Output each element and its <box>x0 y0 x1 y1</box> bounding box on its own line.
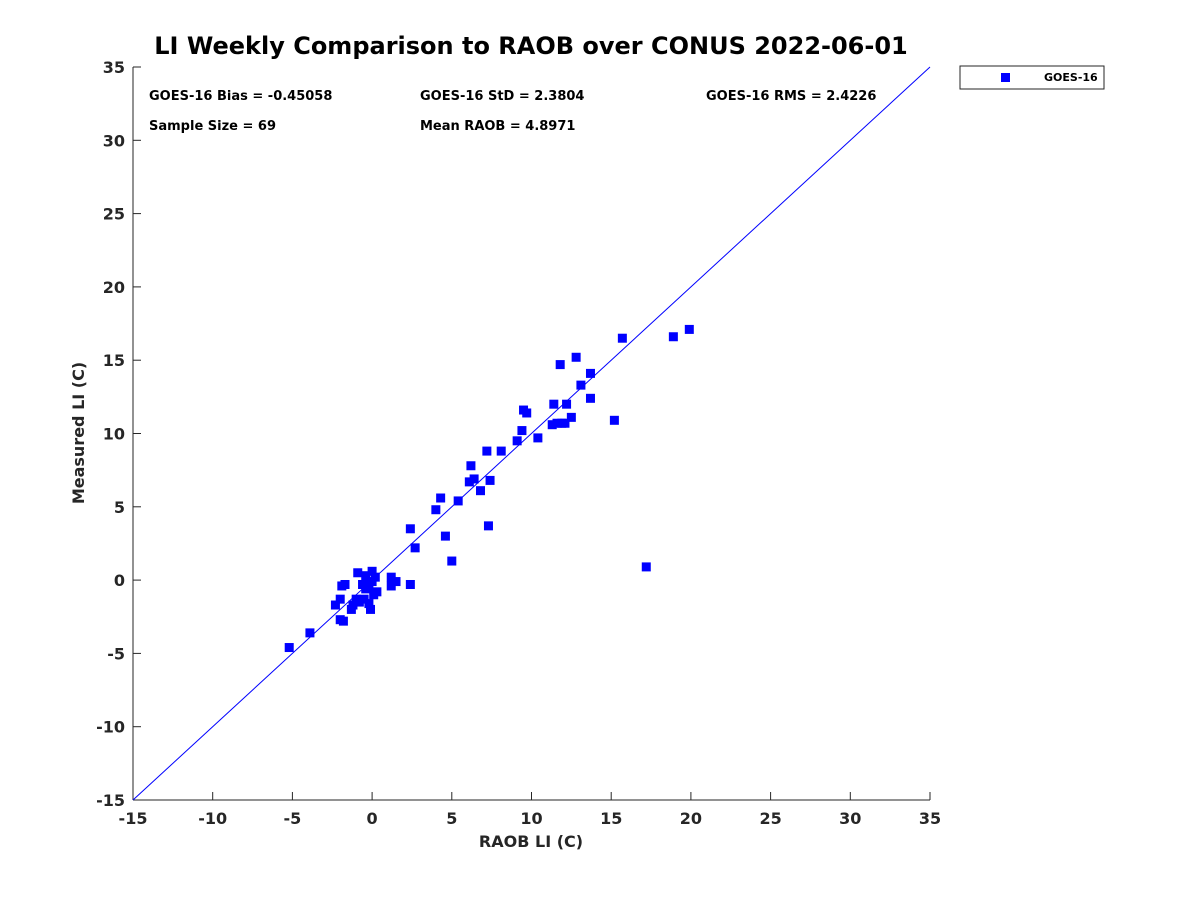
data-point <box>576 380 586 390</box>
data-point <box>555 360 565 370</box>
data-point <box>464 477 474 487</box>
data-point <box>466 461 476 471</box>
data-point <box>552 418 562 428</box>
y-tick-label: 5 <box>114 498 125 517</box>
data-point <box>560 418 570 428</box>
data-point <box>562 399 572 409</box>
y-tick-label: -10 <box>96 718 125 737</box>
data-point <box>517 426 527 436</box>
y-tick-label: 0 <box>114 571 125 590</box>
data-point <box>496 446 506 456</box>
x-tick-label: -15 <box>119 809 148 828</box>
data-point <box>348 600 358 610</box>
data-point <box>617 333 627 343</box>
data-point <box>436 493 446 503</box>
x-tick-label: 30 <box>839 809 861 828</box>
data-point <box>364 599 374 609</box>
x-tick-label: 0 <box>367 809 378 828</box>
data-point <box>410 543 420 553</box>
stat-sample-size: Sample Size = 69 <box>149 119 276 134</box>
data-point <box>641 562 651 572</box>
data-point <box>284 643 294 653</box>
data-point <box>585 368 595 378</box>
data-point <box>405 524 415 534</box>
x-tick-label: -10 <box>198 809 227 828</box>
y-tick-label: -5 <box>107 644 125 663</box>
y-tick-label: 15 <box>103 351 125 370</box>
legend-box <box>959 65 1105 90</box>
x-tick-label: 15 <box>600 809 622 828</box>
data-point <box>475 486 485 496</box>
data-point <box>609 415 619 425</box>
y-tick-label: 30 <box>103 131 125 150</box>
data-point <box>386 581 396 591</box>
data-point <box>483 521 493 531</box>
x-axis-label: RAOB LI (C) <box>479 832 583 851</box>
x-tick-label: 35 <box>919 809 941 828</box>
legend-marker <box>1001 73 1010 82</box>
data-point <box>340 579 350 589</box>
x-tick-label: 25 <box>759 809 781 828</box>
y-tick-label: 35 <box>103 58 125 77</box>
stat-mean-raob: Mean RAOB = 4.8971 <box>420 119 575 134</box>
data-point <box>566 412 576 422</box>
data-point <box>364 582 374 592</box>
data-point <box>547 420 557 430</box>
data-point <box>585 393 595 403</box>
data-point <box>305 628 315 638</box>
data-point <box>668 332 678 342</box>
y-tick-label: -15 <box>96 791 125 810</box>
data-point <box>469 474 479 484</box>
data-point <box>353 568 363 578</box>
x-tick-label: 10 <box>520 809 542 828</box>
data-point <box>684 324 694 334</box>
chart-title: LI Weekly Comparison to RAOB over CONUS … <box>154 32 907 60</box>
data-point <box>485 475 495 485</box>
stat-bias: GOES-16 Bias = -0.45058 <box>149 89 332 104</box>
data-point <box>533 433 543 443</box>
x-tick-label: -5 <box>284 809 302 828</box>
data-point <box>522 408 532 418</box>
data-point <box>571 352 581 362</box>
legend-label: GOES-16 <box>1044 71 1098 84</box>
data-point <box>447 556 457 566</box>
data-point <box>367 566 377 576</box>
data-point <box>372 587 382 597</box>
data-point <box>330 600 340 610</box>
data-point <box>359 594 369 604</box>
y-tick-label: 10 <box>103 425 125 444</box>
y-tick-label: 25 <box>103 205 125 224</box>
data-point <box>354 597 364 607</box>
y-axis-label: Measured LI (C) <box>69 362 88 504</box>
stat-std: GOES-16 StD = 2.3804 <box>420 89 584 104</box>
legend: GOES-16 <box>959 65 1105 90</box>
data-point <box>482 446 492 456</box>
plot-area: -15 -10 -5 0 5 10 15 20 25 30 35 -15 -10 -5 0 5 10 15 20 25… <box>96 58 941 828</box>
data-point <box>440 531 450 541</box>
data-point <box>391 577 401 587</box>
data-point <box>361 571 371 581</box>
data-point <box>366 604 376 614</box>
x-tick-label: 5 <box>446 809 457 828</box>
data-point <box>338 616 348 626</box>
data-point <box>453 496 463 506</box>
stat-rms: GOES-16 RMS = 2.4226 <box>706 89 876 104</box>
data-point <box>512 436 522 446</box>
data-point <box>549 399 559 409</box>
data-point <box>405 579 415 589</box>
data-point <box>386 572 396 582</box>
reference-line <box>132 66 931 801</box>
data-point <box>370 572 380 582</box>
data-point <box>335 594 345 604</box>
x-tick-label: 20 <box>680 809 702 828</box>
data-point <box>431 505 441 515</box>
y-tick-label: 20 <box>103 278 125 297</box>
